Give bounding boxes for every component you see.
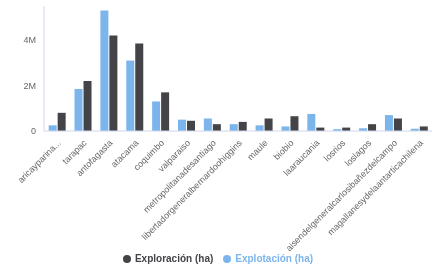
svg-text:valparaiso: valparaiso [156,137,193,174]
svg-text:2M: 2M [23,81,36,91]
svg-text:losrios: losrios [321,137,348,164]
html-text:Explotación (ha): Explotación (ha) [235,253,314,264]
svg-text:aisendelgeneralcarlosibañezdel: aisendelgeneralcarlosibañezdelcampo [284,138,399,253]
svg-text:tarapac: tarapac [60,137,89,167]
svg-text:maule: maule [245,138,269,162]
svg-text:metropolitanadesantiago: metropolitanadesantiago [141,137,219,215]
svg-text:biobio: biobio [272,138,296,162]
svg-text:coquimbo: coquimbo [131,137,167,173]
svg-text:atacama: atacama [109,137,141,170]
svg-text:magallanesydelaantarticachilen: magallanesydelaantarticachilena [326,138,425,237]
svg-text:aricayparina...: aricayparina... [16,138,63,185]
svg-text:libertadorgeneralbernardoohigg: libertadorgeneralbernardoohiggins [140,138,244,242]
svg-text:antofagasta: antofagasta [74,138,114,178]
html-text:Exploración (ha): Exploración (ha) [134,253,214,264]
svg-text:loslagos: loslagos [342,137,374,169]
svg-text:laaraucania: laaraucania [282,138,322,178]
svg-text:0: 0 [31,126,36,136]
svg-text:4M: 4M [23,35,36,45]
